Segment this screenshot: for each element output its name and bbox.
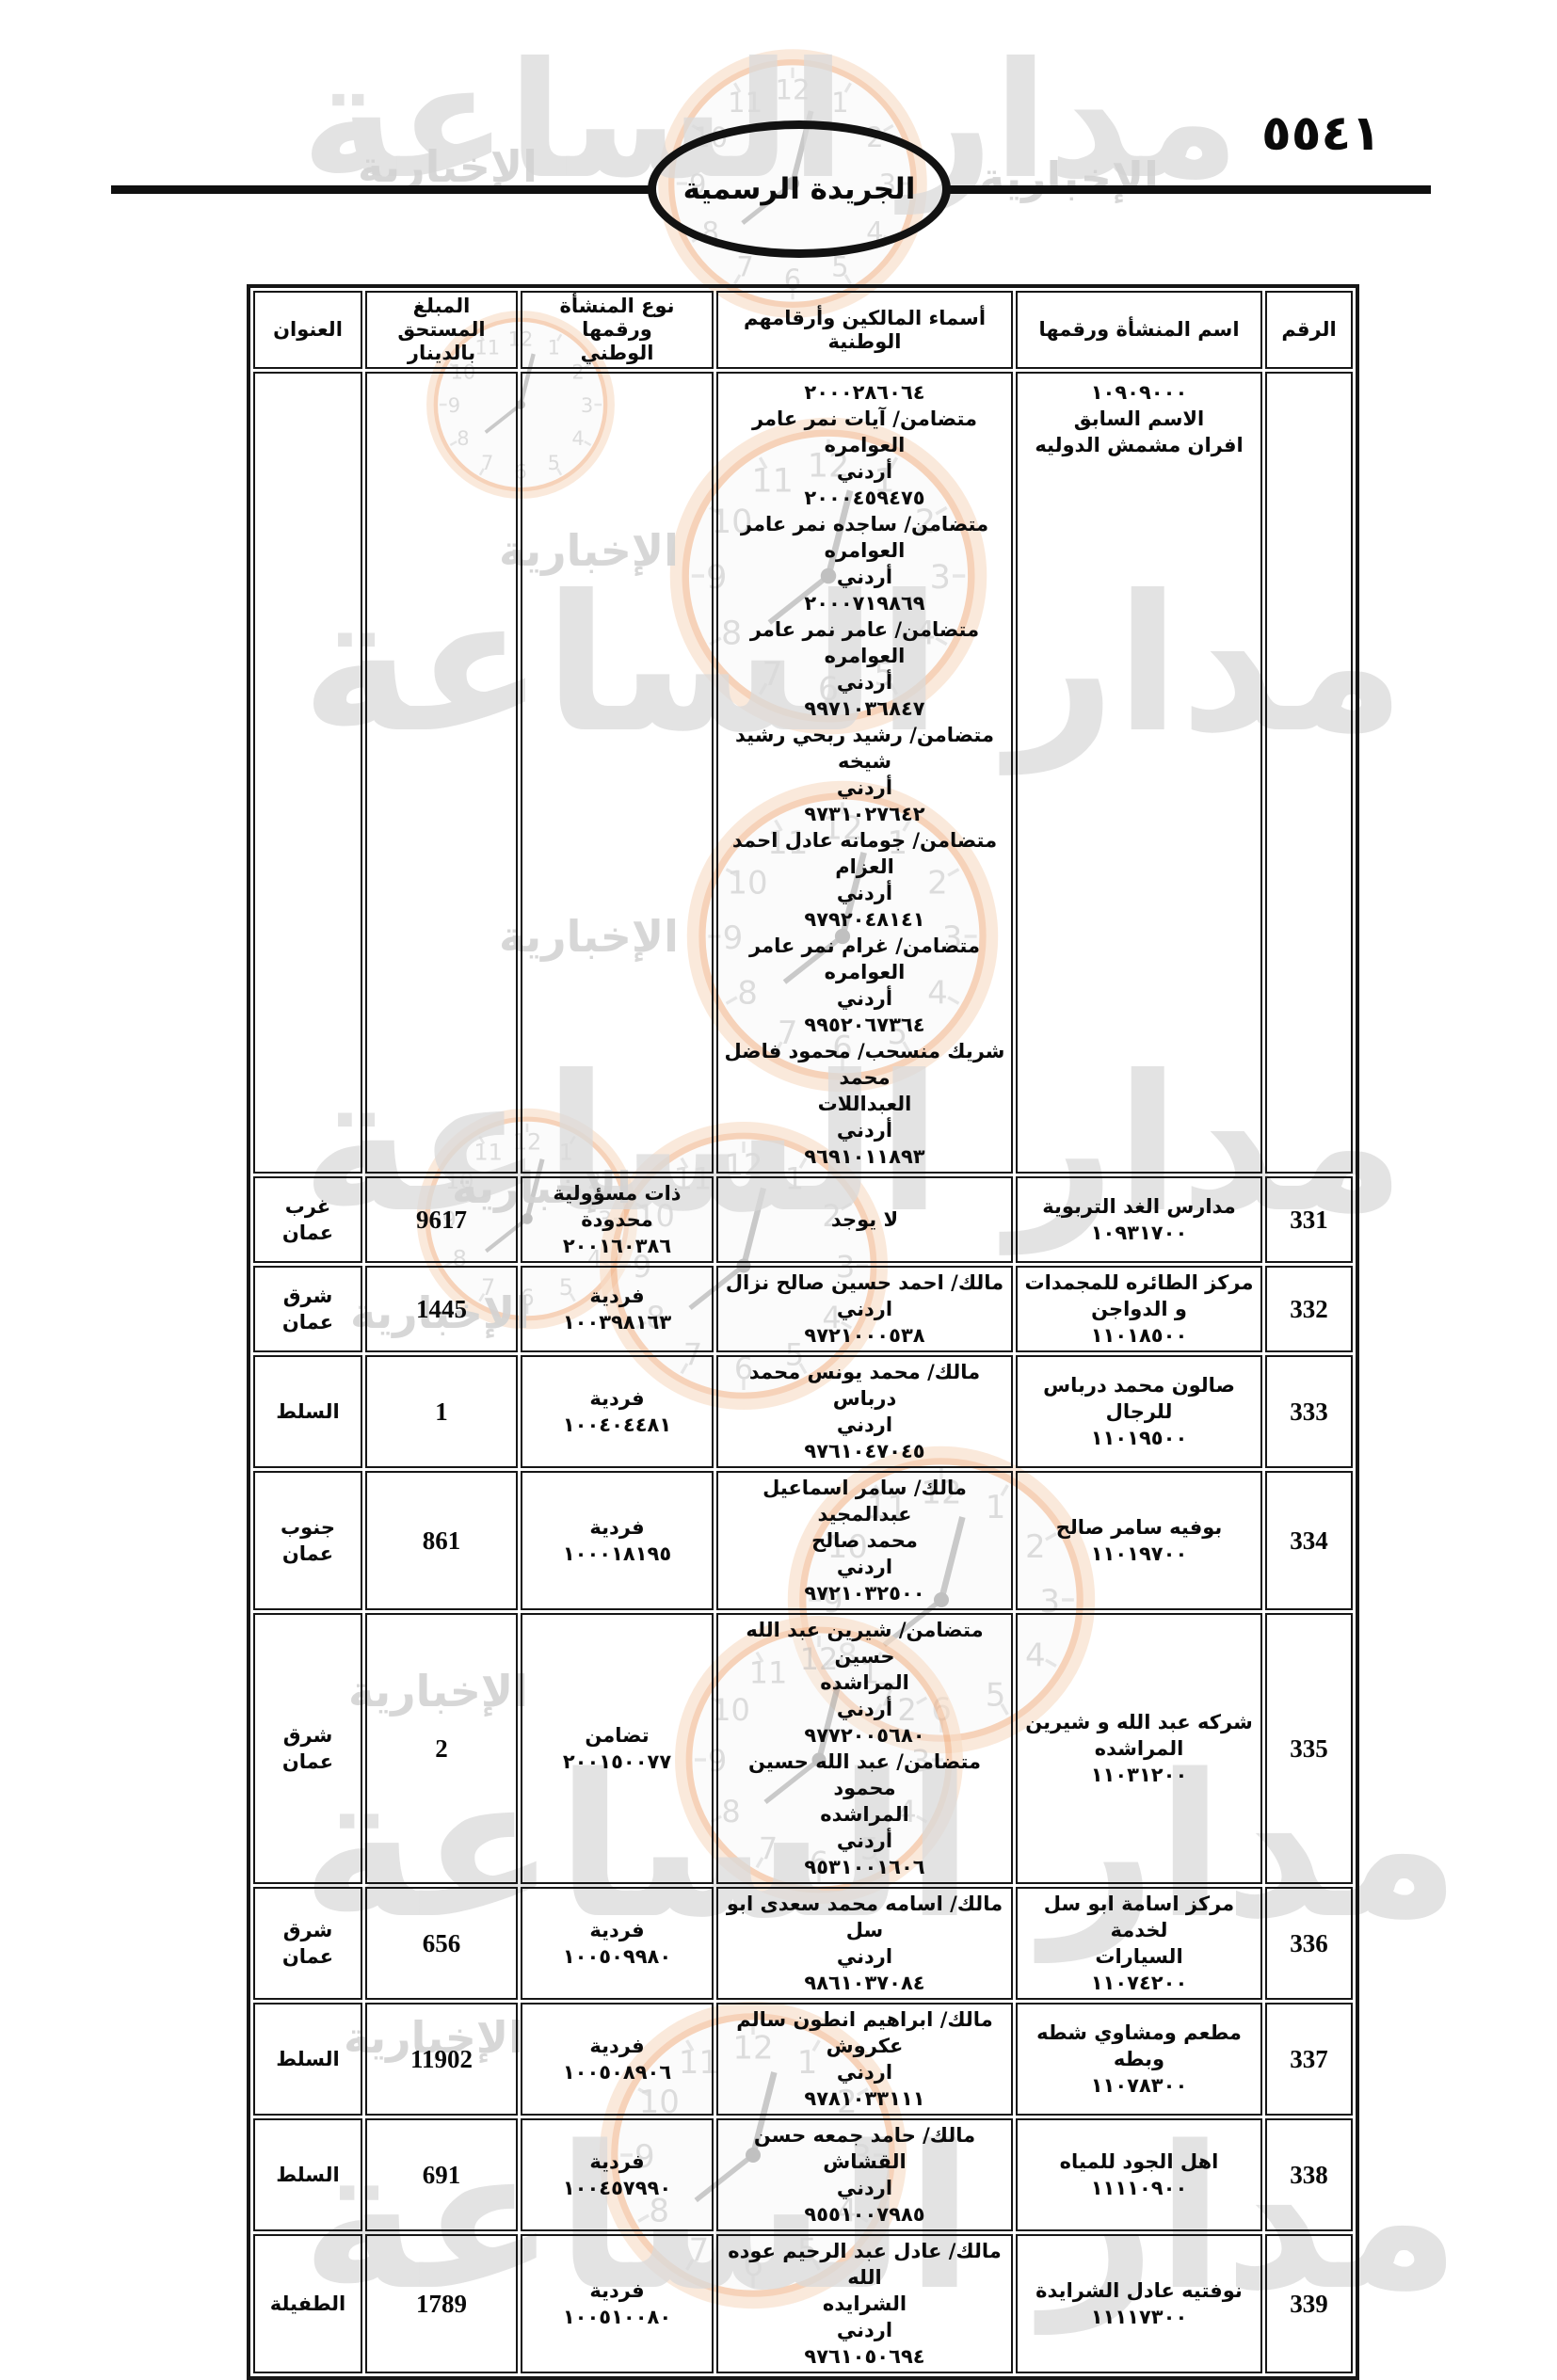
- cell-owners: مالك/ عادل عبد الرحيم عوده الله الشرايده…: [716, 2234, 1013, 2373]
- column-header-number: الرقم: [1265, 291, 1353, 369]
- cell-amount: 11902: [365, 2003, 518, 2116]
- cell-type: فردية ١٠٠٤٥٧٩٩٠: [521, 2118, 714, 2231]
- cell-establishment-name: مركز الطائره للمجمدات و الدواجن ١١٠١٨٥٠٠: [1016, 1266, 1262, 1352]
- cell-number: 339: [1265, 2234, 1353, 2373]
- table-row: 332 مركز الطائره للمجمدات و الدواجن ١١٠١…: [253, 1266, 1353, 1352]
- establishments-table: الرقم اسم المنشأة ورقمها أسماء المالكين …: [247, 284, 1359, 2380]
- table-row: 333 صالون محمد درباس للرجال ١١٠١٩٥٠٠ مال…: [253, 1355, 1353, 1468]
- watermark-suffix-text: الإخبارية: [979, 152, 1159, 203]
- cell-amount: 691: [365, 2118, 518, 2231]
- cell-amount: 2: [365, 1613, 518, 1884]
- table-row: 336 مركز اسامة ابو سل لخدمة السيارات ١١٠…: [253, 1887, 1353, 2000]
- column-header-amount: المبلغ المستحق بالدينار: [365, 291, 518, 369]
- header-divider-rule: [947, 185, 1431, 194]
- cell-establishment-name: اهل الجود للمياه ١١١١٠٩٠٠: [1016, 2118, 1262, 2231]
- cell-address: [253, 372, 362, 1174]
- cell-address: شرق عمان: [253, 1613, 362, 1884]
- cell-address: السلط: [253, 2118, 362, 2231]
- header-divider-rule: [111, 185, 651, 194]
- cell-number: 337: [1265, 2003, 1353, 2116]
- cell-establishment-name: ١٠٩٠٩٠٠٠ الاسم السابق افران مشمش الدوليه: [1016, 372, 1262, 1174]
- watermark-suffix-text: الإخبارية: [358, 141, 538, 192]
- cell-amount: 1: [365, 1355, 518, 1468]
- column-header-address: العنوان: [253, 291, 362, 369]
- cell-type: فردية ١٠٠٠١٨١٩٥: [521, 1471, 714, 1610]
- cell-amount: 1445: [365, 1266, 518, 1352]
- cell-type: فردية ١٠٠٣٩٨١٦٣: [521, 1266, 714, 1352]
- cell-amount: [365, 372, 518, 1174]
- column-header-owners: أسماء المالكين وأرقامهم الوطنية: [716, 291, 1013, 369]
- cell-establishment-name: مدارس الغد التربوية ١٠٩٣١٧٠٠: [1016, 1176, 1262, 1263]
- cell-number: 338: [1265, 2118, 1353, 2231]
- cell-amount: 861: [365, 1471, 518, 1610]
- gazette-logo: الجريدة الرسمية: [648, 120, 951, 258]
- gazette-logo-label: الجريدة الرسمية: [682, 172, 916, 206]
- column-header-type: نوع المنشأة ورقمها الوطني: [521, 291, 714, 369]
- cell-number: 332: [1265, 1266, 1353, 1352]
- svg-text:7: 7: [736, 251, 753, 283]
- cell-type: فردية ١٠٠٤٠٤٤٨١: [521, 1355, 714, 1468]
- page-number: ٥٥٤١: [1261, 105, 1381, 162]
- table-row: 338 اهل الجود للمياه ١١١١٠٩٠٠ مالك/ حامد…: [253, 2118, 1353, 2231]
- cell-number: 331: [1265, 1176, 1353, 1263]
- cell-owners: مالك/ احمد حسين صالح نزال اردني ٩٧٢١٠٠٠٥…: [716, 1266, 1013, 1352]
- column-header-establishment-name: اسم المنشأة ورقمها: [1016, 291, 1262, 369]
- table-header-row: الرقم اسم المنشأة ورقمها أسماء المالكين …: [253, 291, 1353, 369]
- table-row: 337 مطعم ومشاوي شطه وبطه ١١٠٧٨٣٠٠ مالك/ …: [253, 2003, 1353, 2116]
- cell-owners: ٢٠٠٠٢٨٦٠٦٤ متضامن/ آيات نمر عامر العوامر…: [716, 372, 1013, 1174]
- cell-address: شرق عمان: [253, 1266, 362, 1352]
- cell-type: تضامن ٢٠٠١٥٠٠٧٧: [521, 1613, 714, 1884]
- svg-text:12: 12: [776, 73, 811, 105]
- cell-owners: مالك/ محمد يونس محمد درباس اردني ٩٧٦١٠٤٧…: [716, 1355, 1013, 1468]
- cell-establishment-name: صالون محمد درباس للرجال ١١٠١٩٥٠٠: [1016, 1355, 1262, 1468]
- cell-number: 334: [1265, 1471, 1353, 1610]
- table-row: ١٠٩٠٩٠٠٠ الاسم السابق افران مشمش الدوليه…: [253, 372, 1353, 1174]
- gazette-page: { "page": { "number": "٥٥٤١" }, "logo": …: [111, 28, 1461, 2380]
- table-row: 334 بوفيه سامر صالح ١١٠١٩٧٠٠ مالك/ سامر …: [253, 1471, 1353, 1610]
- cell-establishment-name: مطعم ومشاوي شطه وبطه ١١٠٧٨٣٠٠: [1016, 2003, 1262, 2116]
- cell-establishment-name: بوفيه سامر صالح ١١٠١٩٧٠٠: [1016, 1471, 1262, 1610]
- cell-number: 335: [1265, 1613, 1353, 1884]
- cell-address: شرق عمان: [253, 1887, 362, 2000]
- cell-owners: مالك/ سامر اسماعيل عبدالمجيد محمد صالح ا…: [716, 1471, 1013, 1610]
- cell-owners: مالك/ اسامه محمد سعدى ابو سل اردني ٩٨٦١٠…: [716, 1887, 1013, 2000]
- cell-address: السلط: [253, 2003, 362, 2116]
- cell-number: 336: [1265, 1887, 1353, 2000]
- cell-amount: 9617: [365, 1176, 518, 1263]
- table-row: 339 نوفتيه عادل الشرايدة ١١١١٧٣٠٠ مالك/ …: [253, 2234, 1353, 2373]
- cell-owners: مالك/ حامد جمعه حسن القشاش اردني ٩٥٥١٠٠٧…: [716, 2118, 1013, 2231]
- cell-type: [521, 372, 714, 1174]
- cell-amount: 656: [365, 1887, 518, 2000]
- cell-type: فردية ١٠٠٥٠٨٩٠٦: [521, 2003, 714, 2116]
- svg-text:1: 1: [831, 87, 848, 119]
- cell-owners: متضامن/ شيرين عبد الله حسين المراشده أرد…: [716, 1613, 1013, 1884]
- cell-type: ذات مسؤولية محدودة ٢٠٠١٦٠٣٨٦: [521, 1176, 714, 1263]
- cell-amount: 1789: [365, 2234, 518, 2373]
- cell-address: السلط: [253, 1355, 362, 1468]
- cell-type: فردية ١٠٠٥٠٩٩٨٠: [521, 1887, 714, 2000]
- table-row: 331 مدارس الغد التربوية ١٠٩٣١٧٠٠ لا يوجد…: [253, 1176, 1353, 1263]
- cell-number: [1265, 372, 1353, 1174]
- cell-establishment-name: نوفتيه عادل الشرايدة ١١١١٧٣٠٠: [1016, 2234, 1262, 2373]
- svg-text:11: 11: [728, 87, 762, 119]
- cell-owners: لا يوجد: [716, 1176, 1013, 1263]
- table-row: 335 شركه عبد الله و شيرين المراشده ١١٠٣١…: [253, 1613, 1353, 1884]
- cell-establishment-name: مركز اسامة ابو سل لخدمة السيارات ١١٠٧٤٢٠…: [1016, 1887, 1262, 2000]
- cell-address: الطفيلة: [253, 2234, 362, 2373]
- cell-address: جنوب عمان: [253, 1471, 362, 1610]
- cell-owners: مالك/ ابراهيم انطون سالم عكروش اردني ٩٧٨…: [716, 2003, 1013, 2116]
- cell-address: غرب عمان: [253, 1176, 362, 1263]
- cell-number: 333: [1265, 1355, 1353, 1468]
- cell-establishment-name: شركه عبد الله و شيرين المراشده ١١٠٣١٢٠٠: [1016, 1613, 1262, 1884]
- cell-type: فردية ١٠٠٥١٠٠٨٠: [521, 2234, 714, 2373]
